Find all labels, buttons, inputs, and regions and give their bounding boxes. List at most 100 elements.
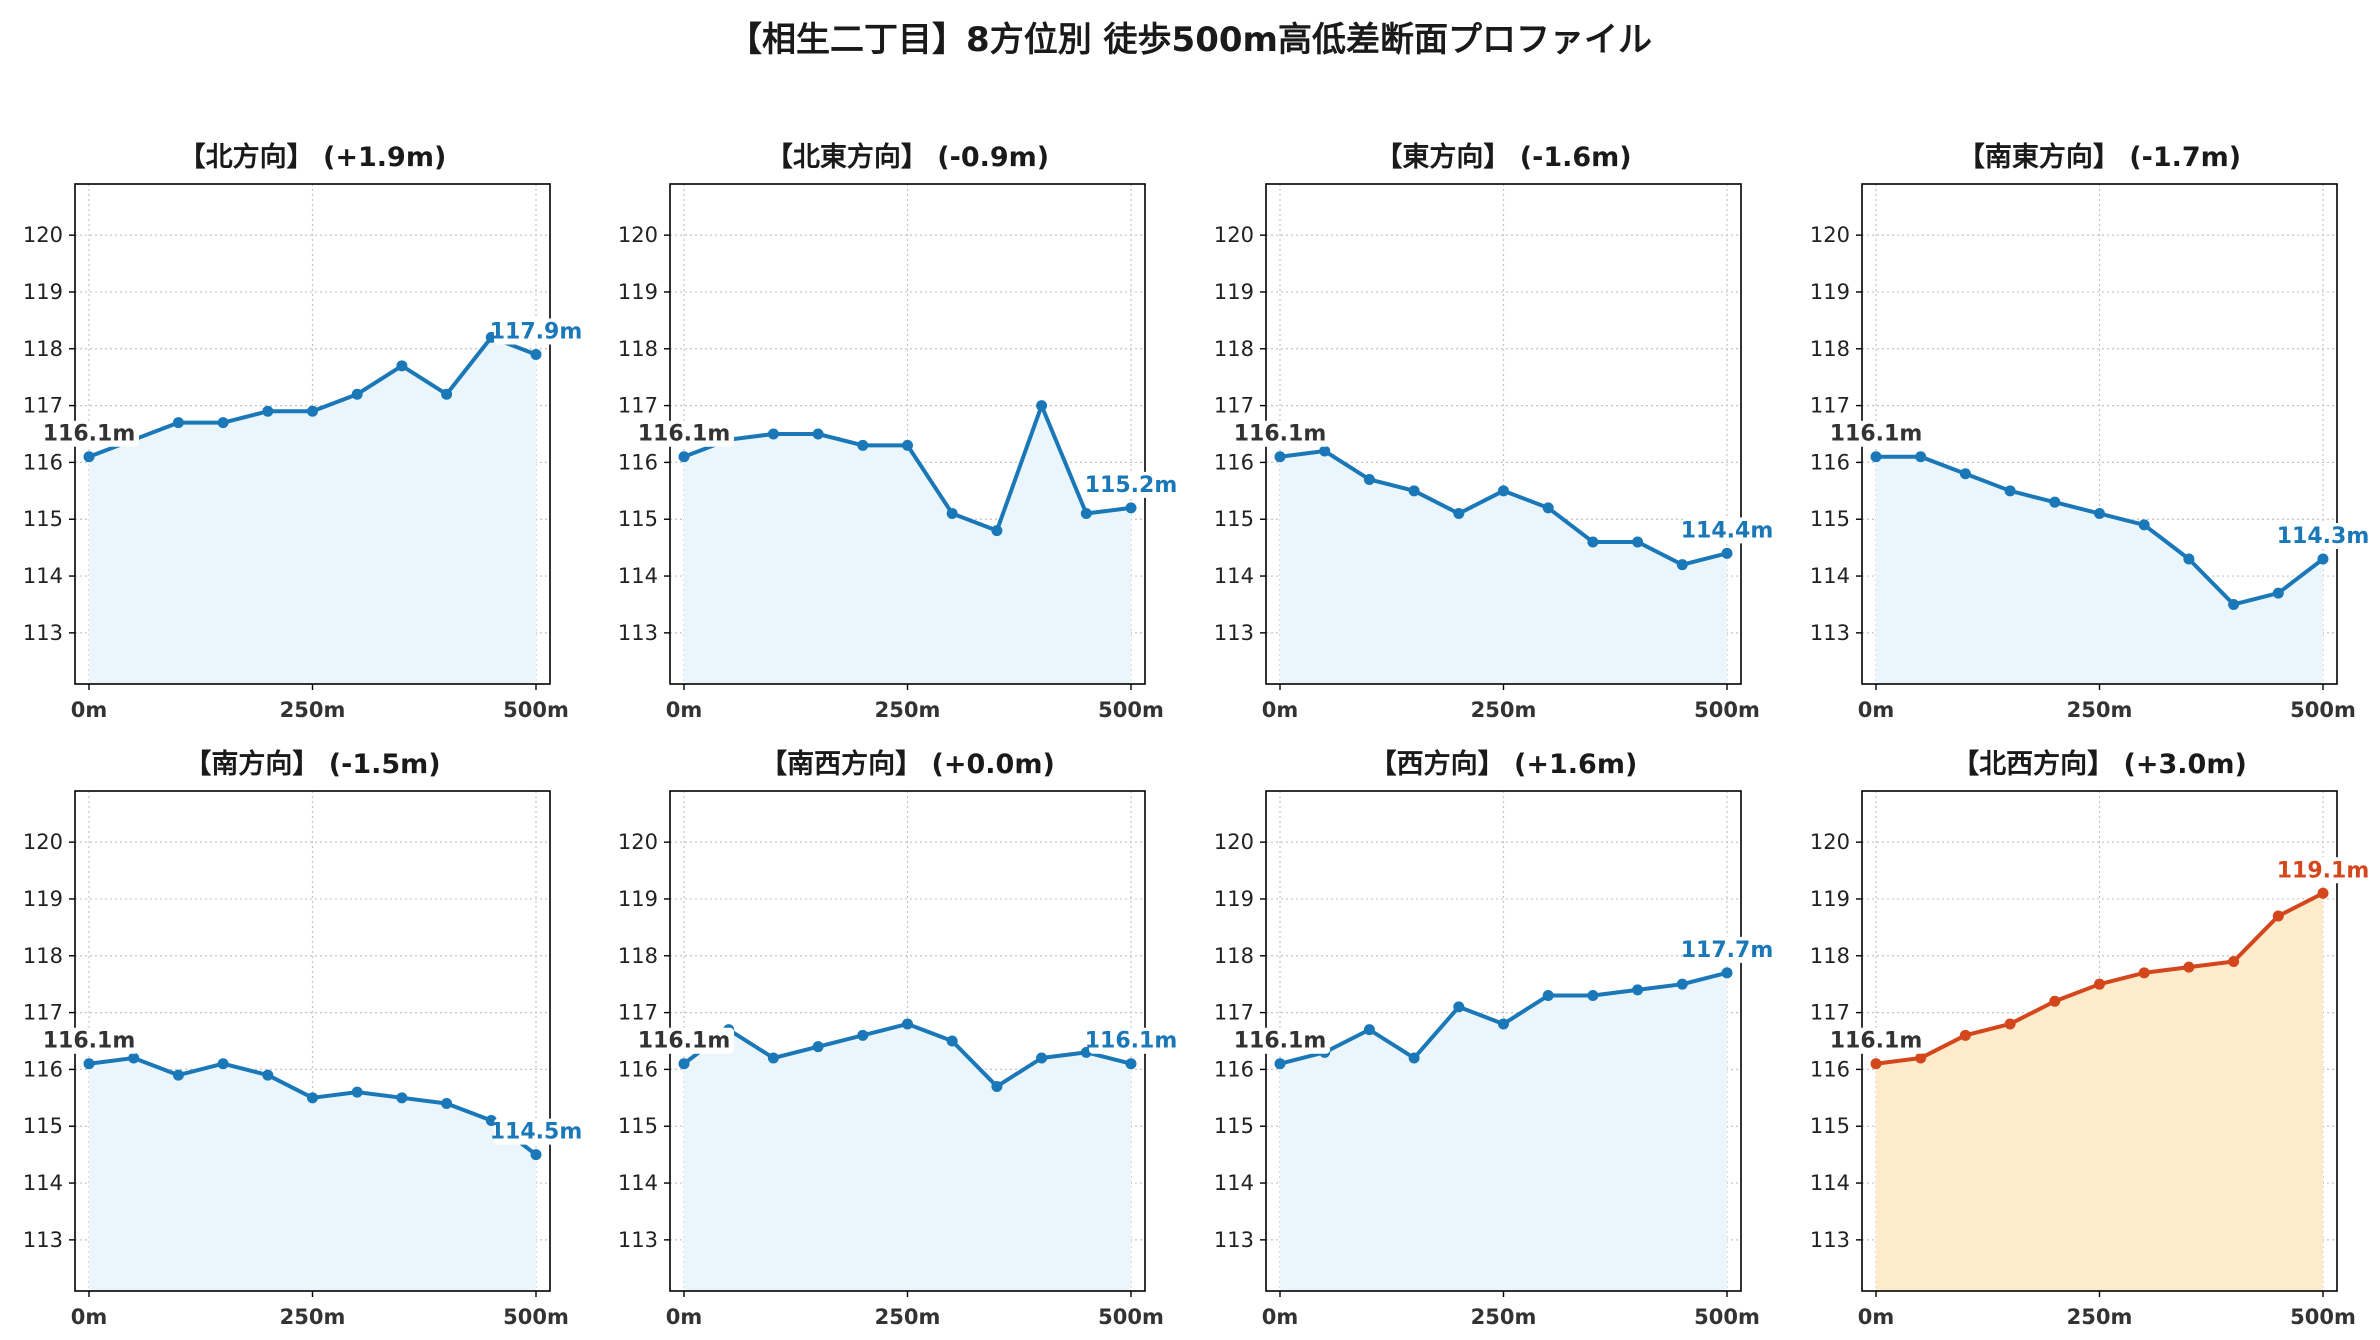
data-point xyxy=(2004,1018,2016,1030)
data-point xyxy=(1036,400,1048,412)
data-point xyxy=(1915,1052,1927,1064)
y-tick-label: 117 xyxy=(1810,394,1850,418)
data-point xyxy=(1453,508,1465,520)
data-point xyxy=(396,1092,408,1104)
data-point xyxy=(1632,984,1644,996)
data-point xyxy=(1363,1024,1375,1036)
y-tick-label: 114 xyxy=(618,1171,658,1195)
panel-title: 【西方向】 (+1.6m) xyxy=(1370,748,1638,780)
end-label-bg xyxy=(494,1118,578,1145)
chart-panel-0: 【北方向】 (+1.9m) 113 114 115 116 117 118 119 120 0m 2… xyxy=(23,141,582,722)
data-point xyxy=(1125,1058,1137,1070)
data-point xyxy=(678,1058,690,1070)
y-tick-label: 117 xyxy=(618,394,658,418)
y-tick-label: 120 xyxy=(618,223,658,247)
y-tick-label: 118 xyxy=(23,944,63,968)
data-point xyxy=(1676,978,1688,990)
y-tick-label: 120 xyxy=(1214,223,1254,247)
panel-title: 【南方向】 (-1.5m) xyxy=(184,748,440,780)
end-elevation-label: 119.1m xyxy=(2277,858,2370,883)
data-point xyxy=(172,417,184,429)
end-elevation-label: 114.5m xyxy=(490,1120,583,1145)
x-tick-label: 0m xyxy=(1858,1305,1895,1329)
y-tick-label: 117 xyxy=(23,1001,63,1025)
y-tick-label: 114 xyxy=(1810,1171,1850,1195)
data-point xyxy=(2272,587,2284,599)
y-tick-label: 120 xyxy=(618,830,658,854)
data-point xyxy=(767,1052,779,1064)
y-tick-label: 113 xyxy=(23,621,63,645)
data-point xyxy=(991,525,1003,537)
area-fill xyxy=(1876,456,2323,684)
x-tick-label: 0m xyxy=(1858,698,1895,722)
x-tick-label: 500m xyxy=(503,698,569,722)
y-tick-label: 119 xyxy=(1214,280,1254,304)
data-point xyxy=(1274,451,1286,463)
y-tick-label: 115 xyxy=(618,1114,658,1138)
y-tick-label: 119 xyxy=(23,887,63,911)
x-tick-label: 0m xyxy=(71,698,108,722)
y-tick-label: 113 xyxy=(1810,621,1850,645)
data-point xyxy=(1959,468,1971,480)
data-point xyxy=(128,1052,140,1064)
data-point xyxy=(857,439,869,451)
data-point xyxy=(946,508,958,520)
y-tick-label: 115 xyxy=(618,507,658,531)
x-tick-label: 500m xyxy=(1694,1305,1760,1329)
data-point xyxy=(1453,1001,1465,1013)
x-tick-label: 500m xyxy=(1694,698,1760,722)
data-point xyxy=(2004,485,2016,497)
y-tick-label: 115 xyxy=(1810,1114,1850,1138)
x-tick-label: 0m xyxy=(666,1305,703,1329)
y-tick-label: 116 xyxy=(1214,450,1254,474)
data-point xyxy=(262,1069,274,1081)
data-point xyxy=(262,405,274,417)
data-point xyxy=(902,439,913,451)
y-tick-label: 119 xyxy=(618,887,658,911)
y-tick-label: 119 xyxy=(1810,280,1850,304)
y-tick-label: 114 xyxy=(1214,1171,1254,1195)
y-tick-label: 115 xyxy=(1214,1114,1254,1138)
start-label-bg xyxy=(650,1027,734,1054)
y-tick-label: 114 xyxy=(23,564,63,588)
start-elevation-label: 116.1m xyxy=(1234,422,1327,447)
data-point xyxy=(2049,995,2061,1007)
start-label-bg xyxy=(55,1027,139,1054)
y-tick-label: 115 xyxy=(1214,507,1254,531)
x-tick-label: 250m xyxy=(1471,1305,1537,1329)
y-tick-label: 113 xyxy=(1214,621,1254,645)
area-fill xyxy=(1280,451,1727,684)
y-tick-label: 117 xyxy=(618,1001,658,1025)
data-point xyxy=(2272,910,2284,922)
chart-panel-5: 【南西方向】 (+0.0m) 113 114 115 116 117 118 119 120 0m… xyxy=(618,748,1177,1329)
panel-title: 【南東方向】 (-1.7m) xyxy=(1958,141,2241,173)
data-point xyxy=(1915,451,1927,463)
data-point xyxy=(857,1029,869,1041)
data-point xyxy=(767,428,779,440)
y-tick-label: 116 xyxy=(1810,450,1850,474)
data-point xyxy=(812,1041,824,1053)
area-fill xyxy=(1280,972,1727,1291)
panel-title: 【北西方向】 (+3.0m) xyxy=(1952,748,2247,780)
data-point xyxy=(530,1149,542,1161)
area-fill xyxy=(684,1023,1131,1291)
chart-panel-7: 【北西方向】 (+3.0m) 113 114 115 116 117 118 119 120 0m… xyxy=(1810,748,2369,1329)
panel-title: 【北方向】 (+1.9m) xyxy=(179,141,447,173)
data-point xyxy=(307,405,318,417)
end-elevation-label: 114.4m xyxy=(1681,518,1774,543)
y-tick-label: 113 xyxy=(618,621,658,645)
panel-title: 【東方向】 (-1.6m) xyxy=(1375,141,1631,173)
panel-title: 【南西方向】 (+0.0m) xyxy=(760,748,1055,780)
data-point xyxy=(1870,451,1882,463)
data-point xyxy=(1587,990,1599,1002)
y-tick-label: 116 xyxy=(618,1057,658,1081)
data-point xyxy=(991,1080,1003,1092)
data-point xyxy=(530,348,542,360)
data-point xyxy=(351,1086,363,1098)
y-tick-label: 118 xyxy=(1810,337,1850,361)
start-elevation-label: 116.1m xyxy=(638,1029,731,1054)
end-label-bg xyxy=(2281,523,2365,549)
data-point xyxy=(1721,967,1733,979)
x-tick-label: 250m xyxy=(280,1305,346,1329)
